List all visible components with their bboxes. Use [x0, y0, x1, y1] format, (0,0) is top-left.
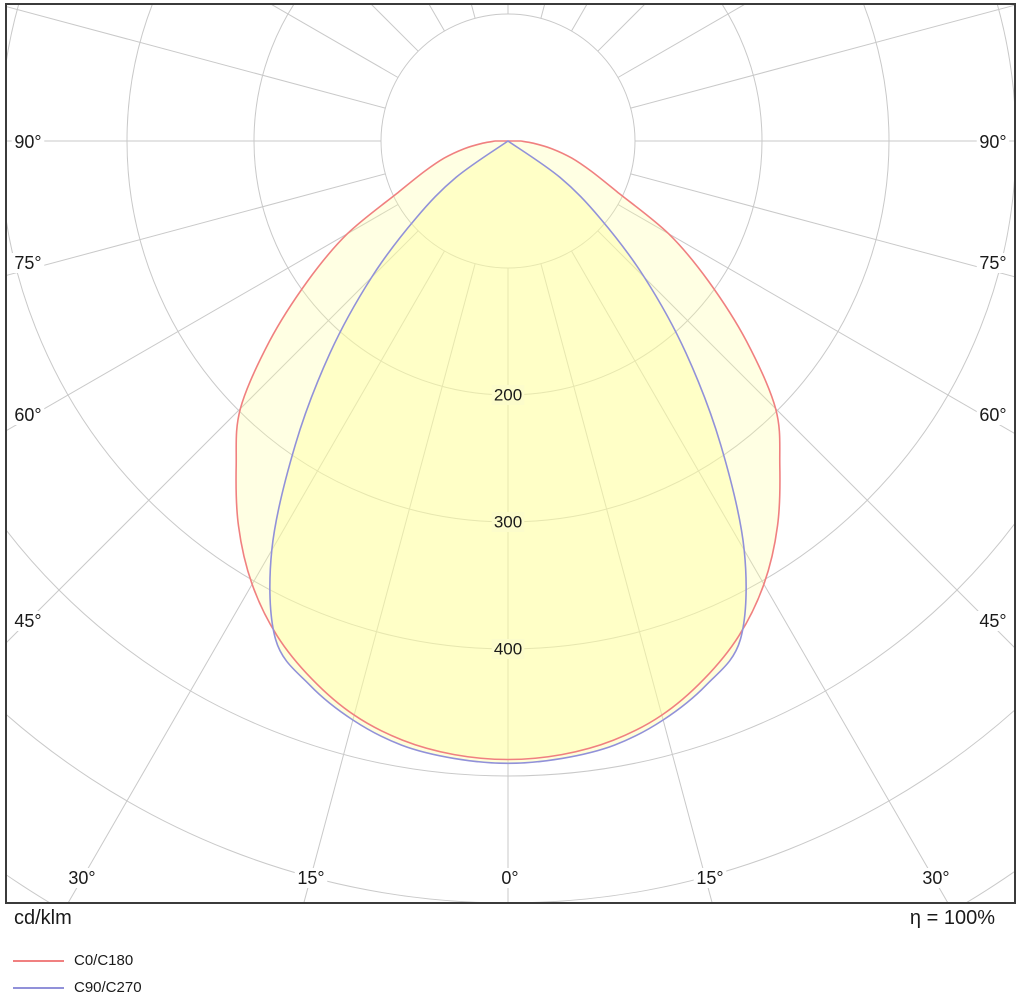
grid-spoke-195	[470, 4, 476, 19]
grid-spoke-120	[617, 4, 747, 78]
grid-spoke-165	[540, 4, 546, 19]
angle-label-left-60°: 60°	[14, 405, 41, 425]
grid-spoke-135	[597, 4, 646, 52]
c90-c270-line-swatch	[13, 987, 64, 989]
angle-label-bottom-4-30°-bg	[919, 868, 953, 888]
legend-label-c0-c180: C0/C180	[74, 952, 134, 969]
light-output-ratio-label: η = 100%	[909, 907, 995, 929]
angle-label-left-90°: 90°	[14, 132, 41, 152]
grid-spoke-60	[617, 204, 1015, 435]
angle-label-right-90°: 90°	[979, 132, 1006, 152]
angle-label-bottom-3-15°: 15°	[696, 868, 723, 888]
angle-label-bottom-1-15°-bg	[294, 868, 328, 888]
grid-spoke-75	[630, 173, 1015, 278]
angle-label-left-45°: 45°	[14, 611, 41, 631]
angle-label-bottom-1-15°: 15°	[297, 868, 324, 888]
fill-c90-c270	[269, 141, 747, 764]
ring-label-400: 400	[494, 640, 522, 659]
angle-label-right-75°: 75°	[979, 253, 1006, 273]
legend-label-c90-c270: C90/C270	[74, 979, 142, 996]
angle-label-left-75°: 75°	[14, 253, 41, 273]
curve-c90-c270	[269, 140, 747, 765]
angle-label-right-90°-bg	[976, 132, 1010, 152]
grid-spoke-225	[370, 4, 419, 52]
angle-label-right-45°: 45°	[979, 611, 1006, 631]
grid-spoke-315	[6, 230, 419, 644]
angle-label-right-45°-bg	[976, 611, 1010, 631]
grid-spoke-285	[6, 173, 386, 277]
grid-spoke-30	[571, 250, 949, 903]
grid-spoke-240	[269, 4, 399, 78]
angle-label-bottom-2-0°-bg	[498, 868, 522, 888]
angle-label-right-75°-bg	[976, 253, 1010, 273]
grid-spoke-45	[597, 230, 1015, 649]
ring-label-200-bg	[491, 385, 525, 405]
angle-label-bottom-2-0°: 0°	[501, 868, 518, 888]
curve-c0-c180	[235, 140, 781, 761]
angle-label-left-60°-bg	[11, 405, 45, 425]
ring-label-300-bg	[491, 512, 525, 532]
ring-label-300: 300	[494, 513, 522, 532]
angle-label-right-60°: 60°	[979, 405, 1006, 425]
ring-label-200: 200	[494, 386, 522, 405]
c0-c180-line-swatch	[13, 960, 64, 962]
angle-label-bottom-0-30°-bg	[65, 868, 99, 888]
angle-label-right-60°-bg	[976, 405, 1010, 425]
angle-label-bottom-4-30°: 30°	[922, 868, 949, 888]
plot-border	[5, 3, 1016, 904]
radial-units-label: cd/klm	[14, 907, 72, 929]
grid-spoke-255	[6, 5, 386, 109]
angle-label-left-90°-bg	[11, 132, 45, 152]
angle-label-left-75°-bg	[11, 253, 45, 273]
grid-spoke-105	[630, 4, 1015, 109]
angle-label-bottom-3-15°-bg	[693, 868, 727, 888]
angle-label-bottom-0-30°: 30°	[68, 868, 95, 888]
grid-spoke-300	[6, 204, 399, 432]
grid-spoke-330	[67, 250, 445, 903]
ring-label-400-bg	[491, 639, 525, 659]
angle-label-left-45°-bg	[11, 611, 45, 631]
fill-c0-c180	[236, 141, 780, 760]
